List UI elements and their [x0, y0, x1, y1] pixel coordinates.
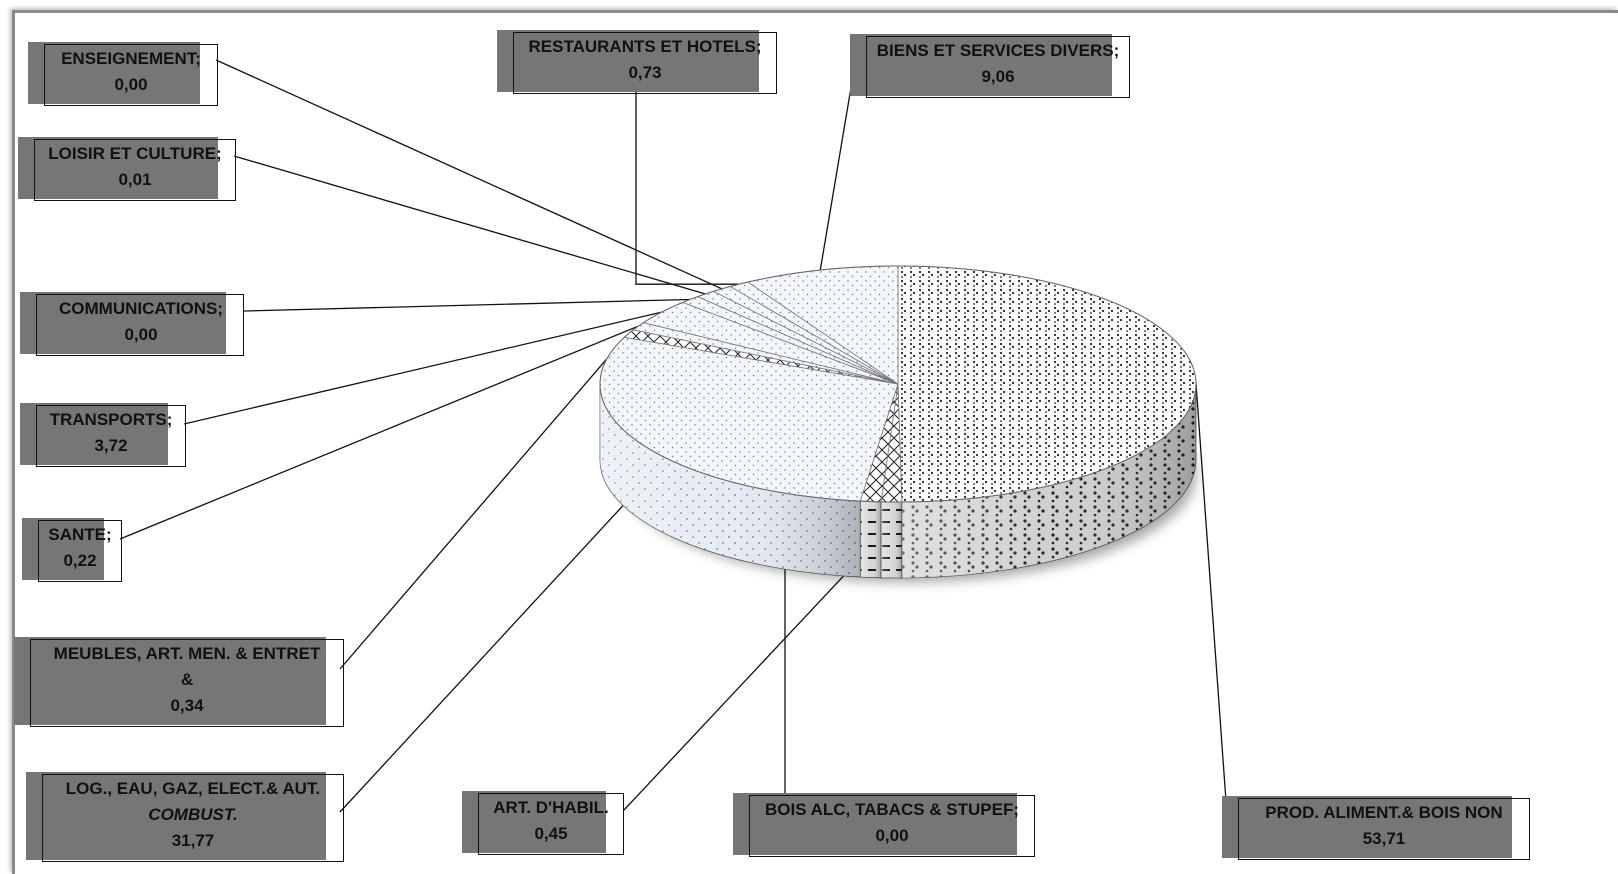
label-text: TRANSPORTS;: [49, 410, 173, 429]
side-shade-logement: [600, 384, 861, 578]
pie-rim: [599, 265, 1197, 503]
label-value: 9,06: [981, 67, 1015, 86]
label-text: BIENS ET SERVICES DIVERS;: [876, 41, 1120, 60]
label-prod-aliment: PROD. ALIMENT.& BOIS NON 53,71: [1222, 796, 1530, 860]
leader-art-habil: [623, 546, 872, 811]
pie-body: [599, 265, 1197, 582]
label-value: 0,45: [534, 824, 568, 843]
label-text: LOISIR ET CULTURE;: [48, 144, 222, 163]
label-value: 3,72: [94, 436, 128, 455]
leader-loisir-culture: [233, 155, 706, 295]
label-value: 0,73: [628, 63, 662, 82]
label-transports: TRANSPORTS; 3,72: [20, 403, 186, 467]
leader-bois-alc: [784, 546, 892, 815]
label-logement: LOG., EAU, GAZ, ELECT.& AUT. COMBUST. 31,7…: [26, 772, 344, 862]
label-value: 0,01: [118, 170, 152, 189]
leader-meubles: [339, 333, 630, 670]
label-value: 0,00: [124, 325, 158, 344]
label-loisir-culture: LOISIR ET CULTURE; 0,01: [18, 137, 236, 201]
label-text: MEUBLES, ART. MEN. & ENTRET: [53, 644, 321, 663]
leader-prod-aliment: [1195, 383, 1228, 816]
label-text: BOIS ALC, TABACS & STUPEF;: [764, 800, 1020, 819]
label-text: ENSEIGNEMENT;: [61, 49, 201, 68]
label-text: SANTE;: [48, 525, 112, 544]
label-biens-services: BIENS ET SERVICES DIVERS; 9,06: [850, 34, 1130, 98]
label-enseignement: ENSEIGNEMENT; 0,00: [28, 42, 218, 106]
label-value: 0,34: [170, 696, 204, 715]
side-shade-art-habil: [860, 501, 881, 578]
chart-frame: [12, 10, 1618, 874]
leader-communications: [243, 298, 691, 312]
label-value: 53,71: [1362, 829, 1406, 848]
label-text: PROD. ALIMENT.& BOIS NON: [1265, 803, 1503, 822]
label-restaurants: RESTAURANTS ET HOTELS; 0,73: [497, 30, 777, 94]
label-value: 0,00: [875, 826, 909, 845]
label-value: 0,00: [114, 75, 148, 94]
side-shade-bois-alc: [880, 501, 902, 578]
leader-restaurants: [635, 92, 740, 285]
leader-enseignement: [215, 59, 723, 290]
leader-transports: [183, 311, 662, 425]
label-communications: COMMUNICATIONS; 0,00: [20, 292, 246, 356]
label-value: 31,77: [171, 831, 215, 850]
label-art-habil: ART. D'HABIL. 0,45: [462, 791, 624, 855]
label-text: RESTAURANTS ET HOTELS;: [528, 37, 762, 56]
label-bois-alc: BOIS ALC, TABACS & STUPEF; 0,00: [733, 793, 1035, 857]
label-sante: SANTE; 0,22: [22, 518, 122, 582]
label-text: LOG., EAU, GAZ, ELECT.& AUT.: [65, 779, 321, 798]
label-text-line2: COMBUST.: [148, 805, 238, 824]
label-text-line2: &: [180, 670, 194, 689]
leader-logement: [339, 487, 640, 813]
label-text: ART. D'HABIL.: [493, 798, 609, 817]
side-shade-prod-aliment: [901, 384, 1196, 578]
label-meubles: MEUBLES, ART. MEN. & ENTRET & 0,34: [14, 637, 344, 727]
label-text: COMMUNICATIONS;: [59, 299, 223, 318]
leader-sante: [119, 325, 639, 540]
label-value: 0,22: [63, 551, 97, 570]
